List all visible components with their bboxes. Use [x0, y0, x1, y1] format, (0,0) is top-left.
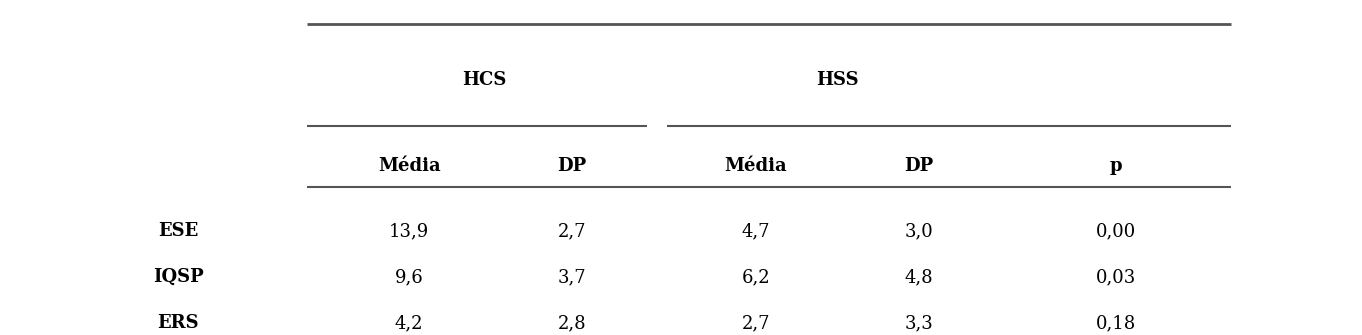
Text: 4,7: 4,7	[741, 222, 770, 240]
Text: 9,6: 9,6	[395, 268, 424, 286]
Text: 2,7: 2,7	[741, 314, 770, 332]
Text: ERS: ERS	[157, 314, 199, 332]
Text: DP: DP	[557, 156, 587, 175]
Text: p: p	[1110, 156, 1122, 175]
Text: 3,7: 3,7	[558, 268, 587, 286]
Text: 2,8: 2,8	[558, 314, 587, 332]
Text: 6,2: 6,2	[741, 268, 770, 286]
Text: 3,3: 3,3	[904, 314, 933, 332]
Text: 2,7: 2,7	[558, 222, 587, 240]
Text: Média: Média	[725, 156, 787, 175]
Text: 0,00: 0,00	[1096, 222, 1136, 240]
Text: IQSP: IQSP	[153, 268, 203, 286]
Text: Média: Média	[377, 156, 440, 175]
Text: 3,0: 3,0	[904, 222, 933, 240]
Text: 0,18: 0,18	[1096, 314, 1136, 332]
Text: 0,03: 0,03	[1096, 268, 1136, 286]
Text: 13,9: 13,9	[390, 222, 429, 240]
Text: HSS: HSS	[816, 71, 858, 89]
Text: 4,2: 4,2	[395, 314, 424, 332]
Text: HCS: HCS	[462, 71, 507, 89]
Text: 4,8: 4,8	[904, 268, 933, 286]
Text: ESE: ESE	[158, 222, 199, 240]
Text: DP: DP	[904, 156, 933, 175]
